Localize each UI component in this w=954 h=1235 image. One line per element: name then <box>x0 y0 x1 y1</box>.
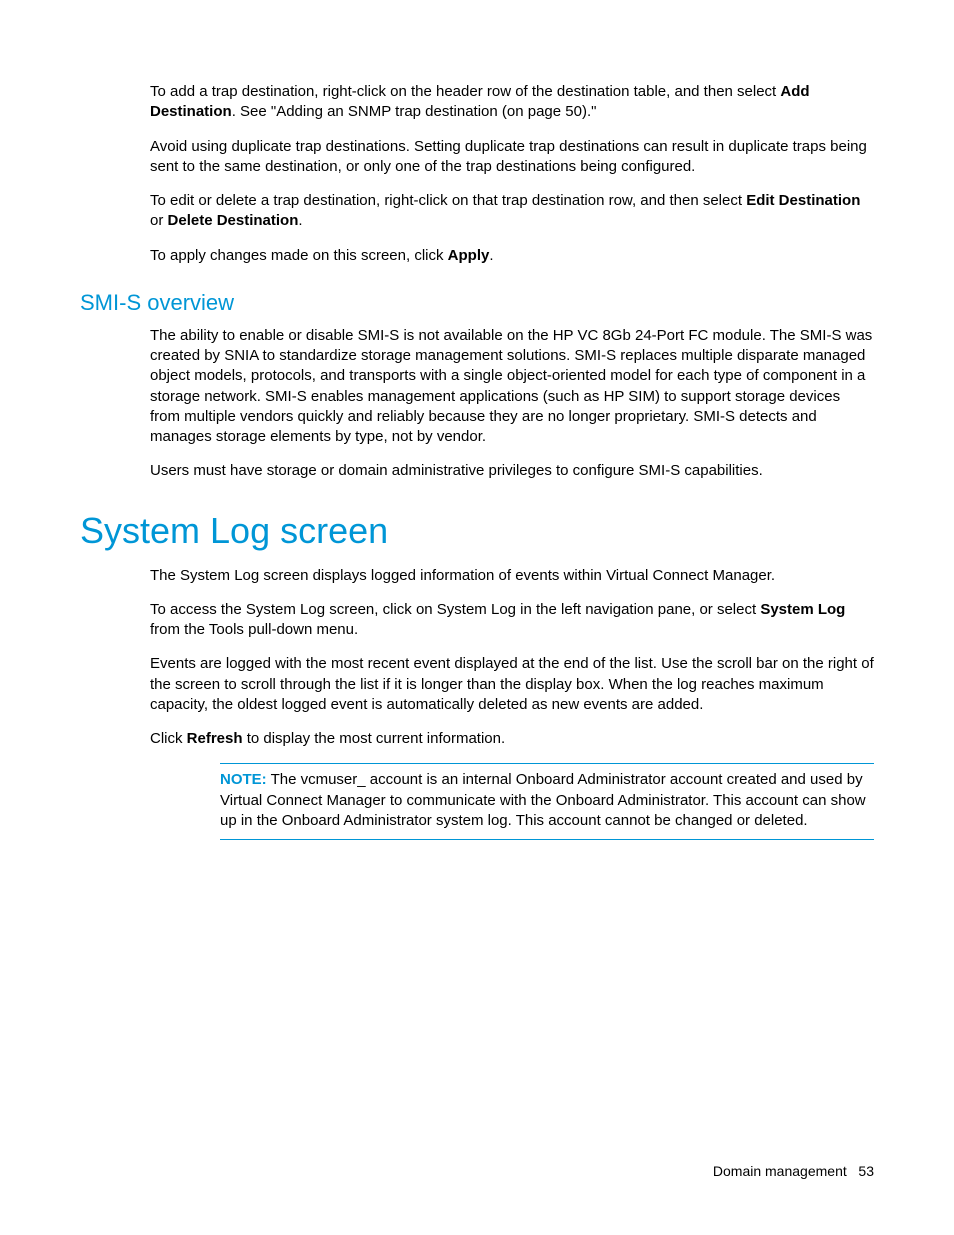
text: To edit or delete a trap destination, ri… <box>150 192 746 209</box>
smis-paragraph-1: The ability to enable or disable SMI-S i… <box>150 326 874 448</box>
smis-overview-section: The ability to enable or disable SMI-S i… <box>150 326 874 482</box>
text: . <box>298 212 302 229</box>
footer-page-number: 53 <box>858 1163 874 1179</box>
document-page: To add a trap destination, right-click o… <box>0 0 954 1235</box>
refresh-label: Refresh <box>187 730 243 747</box>
trap-destination-section: To add a trap destination, right-click o… <box>150 82 874 266</box>
syslog-paragraph-4: Click Refresh to display the most curren… <box>150 729 874 749</box>
system-log-label: System Log <box>760 601 845 618</box>
text: To access the System Log screen, click o… <box>150 601 760 618</box>
text: Click <box>150 730 187 747</box>
delete-destination-label: Delete Destination <box>168 212 299 229</box>
note-box: NOTE: The vcmuser_ account is an interna… <box>220 763 874 840</box>
syslog-paragraph-3: Events are logged with the most recent e… <box>150 654 874 715</box>
text: To apply changes made on this screen, cl… <box>150 247 448 264</box>
text: To add a trap destination, right-click o… <box>150 83 780 100</box>
text: from the Tools pull-down menu. <box>150 621 358 638</box>
trap-avoid-paragraph: Avoid using duplicate trap destinations.… <box>150 137 874 178</box>
trap-add-paragraph: To add a trap destination, right-click o… <box>150 82 874 123</box>
system-log-section: The System Log screen displays logged in… <box>150 566 874 750</box>
footer-section: Domain management <box>713 1163 847 1179</box>
trap-edit-paragraph: To edit or delete a trap destination, ri… <box>150 191 874 232</box>
trap-apply-paragraph: To apply changes made on this screen, cl… <box>150 246 874 266</box>
edit-destination-label: Edit Destination <box>746 192 860 209</box>
text: or <box>150 212 168 229</box>
text: . <box>489 247 493 264</box>
note-label: NOTE: <box>220 771 267 788</box>
system-log-heading: System Log screen <box>80 510 874 552</box>
note-body: The vcmuser_ account is an internal Onbo… <box>220 771 866 829</box>
smis-paragraph-2: Users must have storage or domain admini… <box>150 461 874 481</box>
syslog-paragraph-1: The System Log screen displays logged in… <box>150 566 874 586</box>
apply-label: Apply <box>448 247 490 264</box>
page-footer: Domain management 53 <box>713 1163 874 1179</box>
smis-overview-heading: SMI-S overview <box>80 290 874 316</box>
syslog-paragraph-2: To access the System Log screen, click o… <box>150 600 874 641</box>
text: to display the most current information. <box>243 730 506 747</box>
text: . See "Adding an SNMP trap destination (… <box>232 103 597 120</box>
